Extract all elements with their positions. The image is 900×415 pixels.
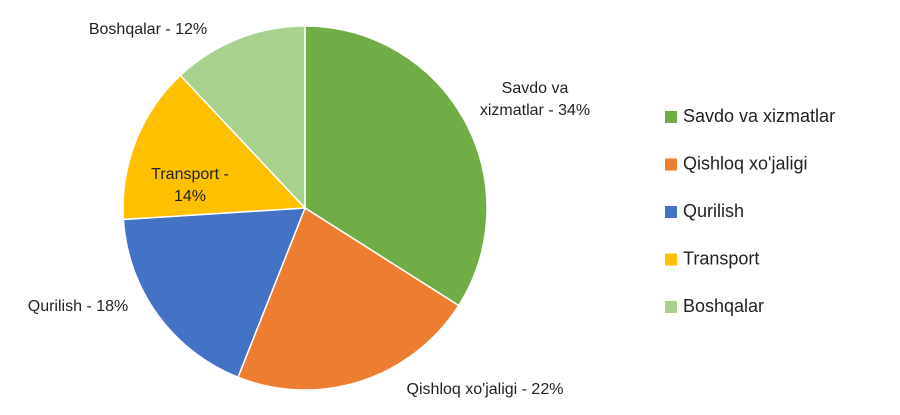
data-label: Boshqalar - 12%	[88, 21, 208, 38]
pie-slice	[179, 25, 306, 210]
pie-slice	[122, 207, 307, 379]
pie-slice	[304, 25, 488, 307]
legend-swatch	[665, 206, 677, 218]
legend-swatch	[665, 253, 677, 266]
legend-swatch	[665, 158, 677, 171]
legend-label: Savdo va xizmatlar	[683, 106, 835, 126]
legend-label: Boshqalar	[683, 296, 764, 316]
legend-label: Qishloq xo'jaligi	[683, 153, 808, 173]
legend-label: Qurilish	[683, 201, 744, 221]
legend-label: Transport	[683, 248, 759, 268]
data-label: Qurilish - 18%	[27, 298, 129, 315]
data-label: Transport - 14%	[151, 166, 229, 205]
legend-swatch	[665, 301, 677, 313]
data-label: Qishloq xo'jaligi - 22%	[406, 381, 564, 398]
data-label: Savdo va xizmatlar - 34%	[479, 80, 591, 119]
legend-swatch	[665, 111, 677, 123]
pie-slice	[237, 206, 460, 391]
pie-slice	[122, 74, 307, 221]
